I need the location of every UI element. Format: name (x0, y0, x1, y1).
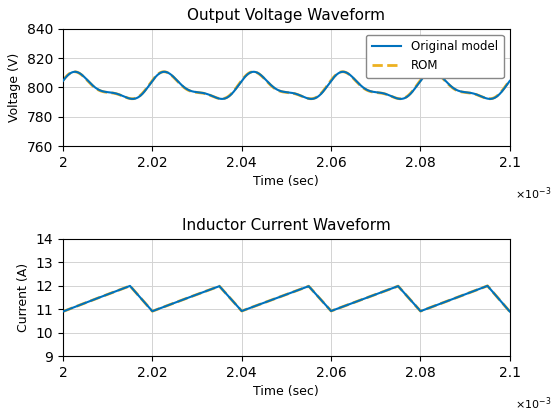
Original (59, 309, 66, 314)
Line: ROM: ROM (63, 286, 510, 312)
Original (141, 299, 147, 304)
Original (328, 308, 334, 313)
ROM (230, 299, 237, 304)
Original (506, 309, 513, 314)
Title: Output Voltage Waveform: Output Voltage Waveform (188, 8, 385, 24)
ROM (506, 78, 513, 83)
ROM (141, 299, 147, 304)
Original (484, 283, 491, 288)
Original model (506, 79, 513, 84)
ROM (427, 305, 433, 310)
ROM (393, 284, 400, 289)
Original (350, 300, 357, 305)
ROM (307, 96, 314, 101)
Original model (393, 96, 400, 101)
Original (393, 284, 400, 289)
Title: Inductor Current Waveform: Inductor Current Waveform (182, 218, 391, 234)
Original model (218, 96, 225, 101)
Original model (141, 89, 147, 94)
ROM (393, 96, 400, 101)
Line: Original: Original (63, 286, 510, 312)
Text: $\times10^{-3}$: $\times10^{-3}$ (515, 185, 552, 202)
X-axis label: Time (sec): Time (sec) (254, 386, 319, 399)
ROM (427, 69, 434, 74)
Original model (328, 79, 334, 84)
ROM (141, 89, 147, 94)
Original (427, 305, 433, 310)
ROM (59, 309, 66, 314)
Legend: Original model, ROM: Original model, ROM (366, 34, 504, 78)
Text: $\times10^{-3}$: $\times10^{-3}$ (515, 395, 552, 412)
Original model (351, 76, 357, 81)
Line: ROM: ROM (63, 72, 510, 99)
Original model (230, 89, 237, 94)
Original model (339, 69, 346, 74)
Y-axis label: Voltage (V): Voltage (V) (8, 53, 21, 122)
ROM (161, 69, 167, 74)
ROM (484, 283, 491, 288)
ROM (328, 78, 334, 83)
ROM (351, 76, 357, 81)
ROM (59, 78, 66, 83)
ROM (506, 309, 513, 314)
Original model (59, 79, 66, 84)
Line: Original model: Original model (63, 72, 510, 99)
Original model (427, 70, 434, 75)
ROM (328, 308, 334, 313)
Y-axis label: Current (A): Current (A) (17, 263, 30, 332)
X-axis label: Time (sec): Time (sec) (254, 176, 319, 189)
ROM (350, 300, 357, 305)
Original (230, 299, 237, 304)
ROM (230, 89, 237, 94)
